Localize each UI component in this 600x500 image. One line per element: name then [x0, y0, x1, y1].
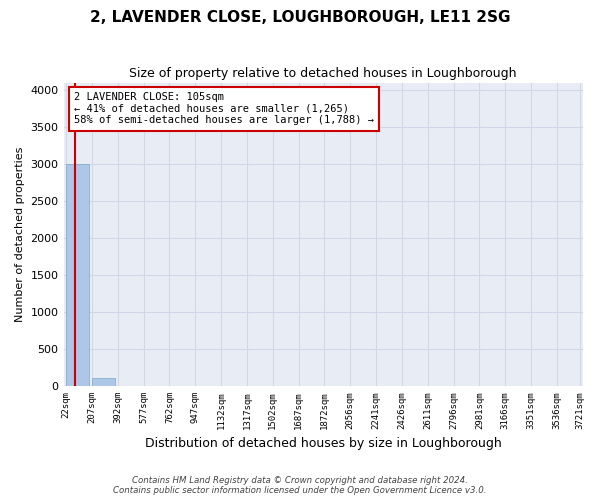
Bar	[92, 378, 115, 386]
Bar	[66, 164, 89, 386]
Text: 2 LAVENDER CLOSE: 105sqm
← 41% of detached houses are smaller (1,265)
58% of sem: 2 LAVENDER CLOSE: 105sqm ← 41% of detach…	[74, 92, 374, 126]
Y-axis label: Number of detached properties: Number of detached properties	[15, 147, 25, 322]
Title: Size of property relative to detached houses in Loughborough: Size of property relative to detached ho…	[130, 68, 517, 80]
Text: Contains HM Land Registry data © Crown copyright and database right 2024.
Contai: Contains HM Land Registry data © Crown c…	[113, 476, 487, 495]
Text: 2, LAVENDER CLOSE, LOUGHBOROUGH, LE11 2SG: 2, LAVENDER CLOSE, LOUGHBOROUGH, LE11 2S…	[90, 10, 510, 25]
X-axis label: Distribution of detached houses by size in Loughborough: Distribution of detached houses by size …	[145, 437, 502, 450]
